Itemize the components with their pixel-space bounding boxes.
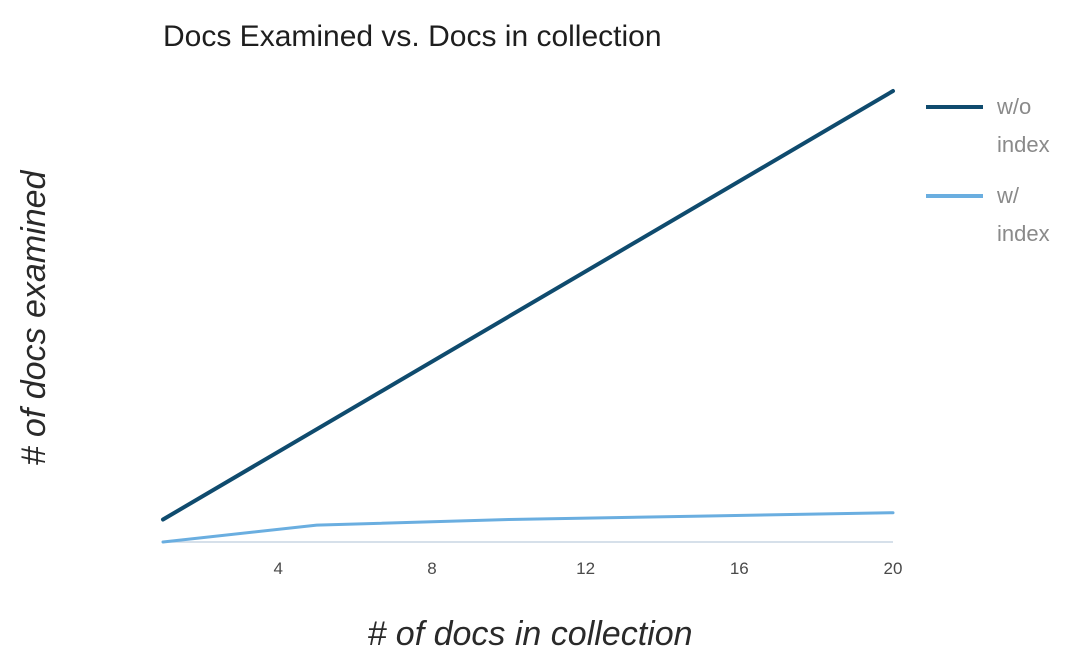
- x-tick-label: 16: [730, 559, 749, 578]
- x-axis-label: # of docs in collection: [367, 615, 692, 653]
- chart-title: Docs Examined vs. Docs in collection: [163, 20, 662, 53]
- series-line-with-index: [161, 511, 895, 544]
- legend-label-line: index: [997, 132, 1050, 157]
- x-tick-label: 20: [884, 559, 903, 578]
- legend-label-line: w/o: [996, 94, 1031, 119]
- legend-item-without-index: w/o index: [926, 94, 1050, 157]
- x-tick-label: 4: [274, 559, 283, 578]
- legend-label-line: w/: [996, 183, 1020, 208]
- x-tick-labels: 4 8 12 16 20: [274, 559, 903, 578]
- series-line-without-index: [161, 89, 895, 522]
- y-axis-label: # of docs examined: [15, 169, 53, 465]
- legend-label-line: index: [997, 221, 1050, 246]
- x-tick-label: 8: [427, 559, 436, 578]
- legend-item-with-index: w/index: [926, 183, 1050, 246]
- series-lines: [161, 89, 895, 544]
- x-tick-label: 12: [576, 559, 595, 578]
